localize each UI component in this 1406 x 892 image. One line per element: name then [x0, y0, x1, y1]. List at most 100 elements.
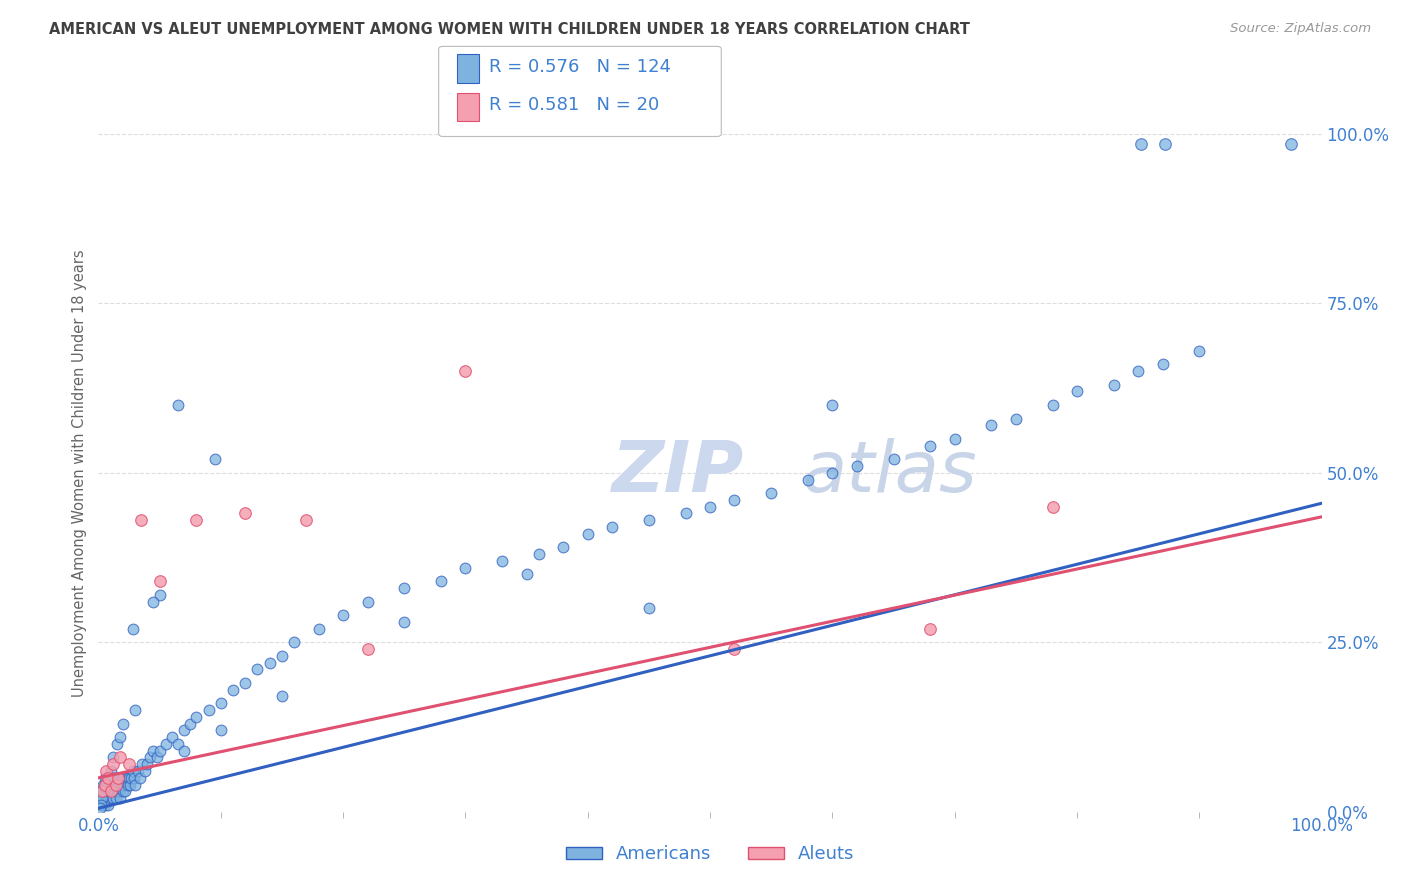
Point	[1129, 136, 1152, 151]
Point	[136, 757, 159, 772]
Point	[124, 778, 146, 792]
Point	[110, 750, 132, 764]
Point	[103, 784, 125, 798]
Point	[112, 778, 135, 792]
Point	[980, 418, 1002, 433]
Point	[93, 784, 115, 798]
Point	[1279, 136, 1302, 151]
Point	[142, 744, 165, 758]
Point	[98, 784, 121, 798]
Point	[94, 778, 117, 792]
Point	[93, 797, 115, 812]
Point	[527, 547, 550, 561]
Point	[637, 601, 661, 615]
Point	[90, 791, 112, 805]
Point	[107, 778, 129, 792]
Point	[104, 778, 127, 792]
Point	[167, 737, 190, 751]
Point	[104, 791, 127, 805]
Point	[91, 784, 114, 798]
Point	[553, 541, 575, 555]
Point	[392, 615, 416, 629]
Point	[197, 703, 219, 717]
Point	[146, 750, 169, 764]
Point	[129, 771, 152, 785]
Point	[93, 771, 115, 785]
Point	[98, 771, 121, 785]
Point	[120, 771, 142, 785]
Point	[283, 635, 305, 649]
Point	[845, 458, 868, 473]
Point	[103, 771, 125, 785]
Point	[118, 757, 141, 772]
Point	[91, 784, 114, 798]
Point	[108, 784, 131, 798]
Point	[101, 757, 124, 772]
Point	[1042, 398, 1064, 412]
Point	[160, 730, 183, 744]
Point	[173, 744, 195, 758]
Point	[122, 771, 145, 785]
Point	[356, 594, 378, 608]
Text: AMERICAN VS ALEUT UNEMPLOYMENT AMONG WOMEN WITH CHILDREN UNDER 18 YEARS CORRELAT: AMERICAN VS ALEUT UNEMPLOYMENT AMONG WOM…	[49, 22, 970, 37]
Point	[97, 791, 120, 805]
Point	[93, 778, 115, 792]
Point	[186, 710, 208, 724]
Point	[392, 581, 416, 595]
Point	[91, 791, 114, 805]
Point	[821, 398, 844, 412]
Point	[1004, 411, 1026, 425]
Point	[186, 513, 208, 527]
Text: atlas: atlas	[801, 438, 976, 508]
Point	[149, 574, 172, 589]
Point	[515, 567, 537, 582]
Point	[105, 771, 128, 785]
Point	[173, 723, 195, 738]
Point	[356, 642, 378, 657]
Point	[454, 364, 477, 378]
Point	[139, 750, 162, 764]
Legend: Americans, Aleuts: Americans, Aleuts	[558, 838, 862, 871]
Point	[94, 778, 117, 792]
Point	[308, 622, 330, 636]
Point	[121, 764, 143, 778]
Point	[129, 513, 152, 527]
Point	[134, 764, 156, 778]
Text: R = 0.581   N = 20: R = 0.581 N = 20	[489, 96, 659, 114]
Point	[204, 452, 226, 467]
Point	[94, 764, 117, 778]
Point	[1152, 357, 1174, 371]
Point	[124, 703, 146, 717]
Point	[723, 492, 745, 507]
Point	[576, 526, 599, 541]
Point	[179, 716, 201, 731]
Point	[91, 778, 114, 792]
Point	[117, 778, 139, 792]
Point	[110, 730, 132, 744]
Point	[110, 791, 132, 805]
Point	[149, 588, 172, 602]
Point	[100, 784, 122, 798]
Point	[259, 656, 281, 670]
Point	[600, 520, 623, 534]
Point	[121, 622, 143, 636]
Point	[883, 452, 905, 467]
Point	[93, 778, 115, 792]
Y-axis label: Unemployment Among Women with Children Under 18 years: Unemployment Among Women with Children U…	[72, 249, 87, 697]
Point	[295, 513, 318, 527]
Point	[430, 574, 453, 589]
Point	[131, 757, 153, 772]
Point	[96, 784, 118, 798]
Point	[723, 642, 745, 657]
Point	[97, 778, 120, 792]
Point	[91, 797, 114, 812]
Point	[101, 791, 124, 805]
Point	[100, 764, 122, 778]
Point	[90, 797, 112, 812]
Point	[675, 507, 697, 521]
Point	[233, 507, 256, 521]
Point	[149, 744, 172, 758]
Text: Source: ZipAtlas.com: Source: ZipAtlas.com	[1230, 22, 1371, 36]
Point	[167, 398, 190, 412]
Point	[111, 771, 134, 785]
